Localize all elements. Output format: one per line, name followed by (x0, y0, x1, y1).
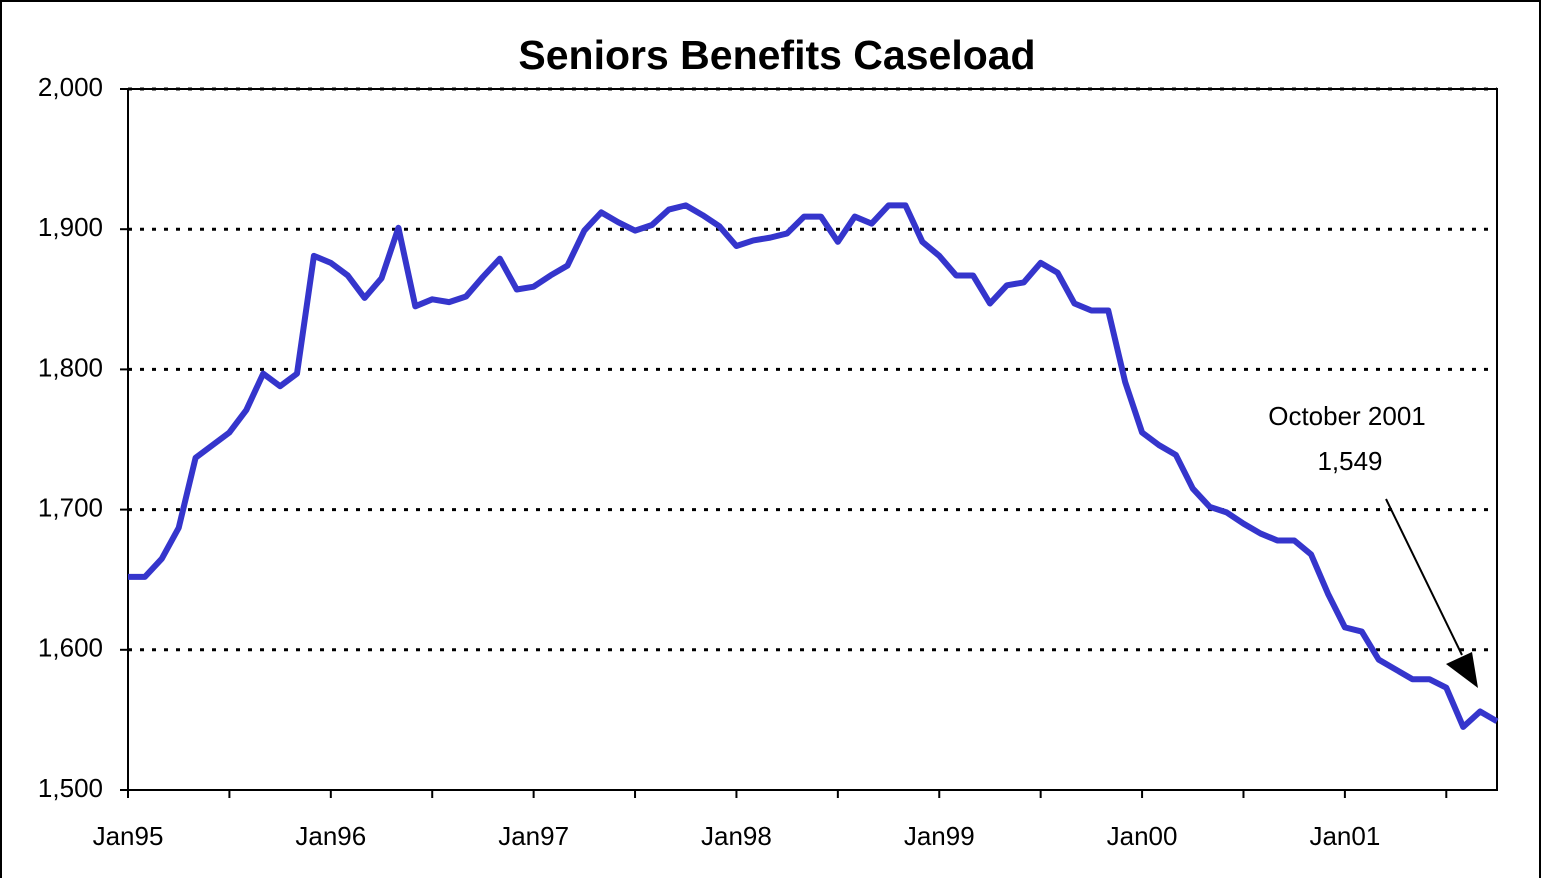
y-tick-label: 1,800 (38, 352, 103, 382)
annotation: 1,549 (1317, 446, 1382, 476)
y-tick-label: 1,600 (38, 633, 103, 663)
y-tick-label: 2,000 (38, 72, 103, 102)
annotation-arrowhead (1446, 652, 1478, 688)
x-tick-label: Jan96 (295, 821, 366, 851)
y-tick-label: 1,900 (38, 212, 103, 242)
annotation-arrow (1385, 498, 1463, 656)
x-tick-label: Jan95 (93, 821, 164, 851)
x-tick-label: Jan00 (1107, 821, 1178, 851)
x-tick-label: Jan01 (1309, 821, 1380, 851)
chart-title: Seniors Benefits Caseload (518, 32, 1035, 78)
y-tick-label: 1,700 (38, 492, 103, 522)
plot-border (127, 88, 1498, 791)
annotation: October 2001 (1268, 401, 1426, 431)
x-tick-label: Jan99 (904, 821, 975, 851)
data-line (128, 202, 1499, 730)
x-tick-label: Jan98 (701, 821, 772, 851)
y-tick-label: 1,500 (38, 773, 103, 803)
x-tick-label: Jan97 (498, 821, 569, 851)
